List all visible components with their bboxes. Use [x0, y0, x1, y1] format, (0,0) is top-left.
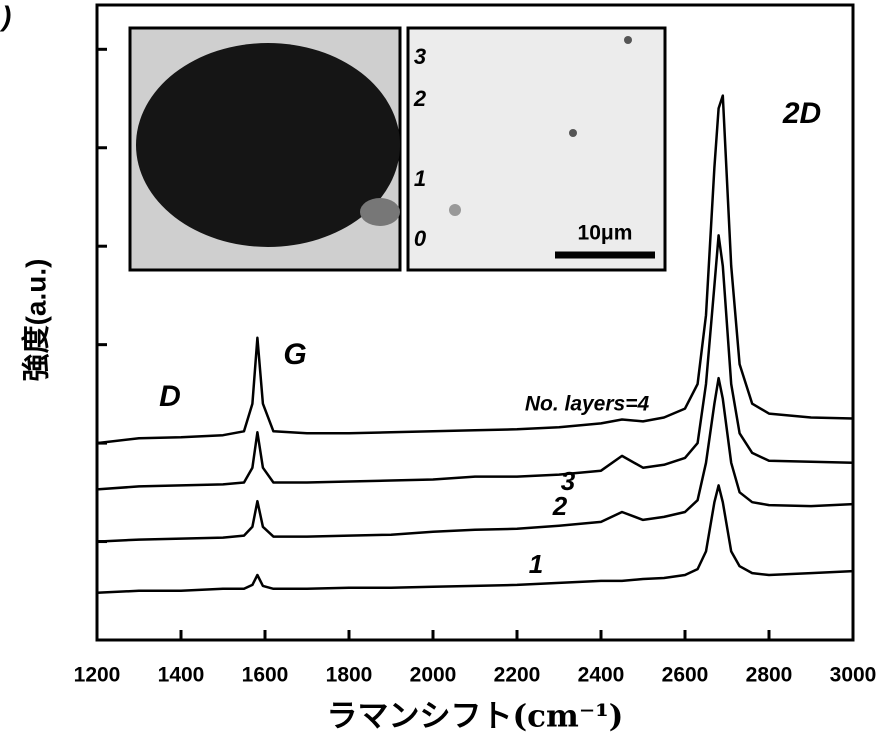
spectrum-line — [96, 94, 854, 445]
inset-label: 0 — [414, 226, 427, 251]
annotation: 2D — [782, 97, 821, 130]
inset-label: 2 — [413, 86, 427, 111]
x-tick-label: 3000 — [830, 664, 877, 687]
inset-label: 1 — [414, 166, 426, 191]
inset-photo — [128, 26, 402, 272]
scale-bar-label: 10μm — [578, 222, 633, 245]
x-tick-label: 2600 — [662, 664, 709, 687]
x-tick-label: 1400 — [158, 664, 205, 687]
annotation: G — [283, 338, 306, 371]
inset-label: 3 — [414, 44, 426, 69]
annotation: 1 — [529, 549, 543, 579]
y-axis-label: 強度(a.u.) — [20, 259, 51, 382]
inset-map — [406, 26, 667, 272]
x-tick-label: 1600 — [242, 664, 289, 687]
annotation: D — [159, 380, 181, 413]
spectrum-line — [96, 376, 854, 543]
x-tick-label: 2800 — [746, 664, 793, 687]
x-axis-label: ラマンシフト(cm⁻¹) — [327, 699, 624, 735]
spectrum-line — [96, 484, 854, 594]
x-tick-label: 2400 — [578, 664, 625, 687]
x-tick-label: 1200 — [74, 664, 121, 687]
panel-label: ) — [0, 0, 11, 31]
annotation: No. layers=4 — [525, 393, 650, 416]
x-tick-label: 2000 — [410, 664, 457, 687]
plot-frame — [95, 3, 855, 642]
x-tick-label: 2200 — [494, 664, 541, 687]
spectrum-line — [96, 234, 854, 491]
x-tick-label: 1800 — [326, 664, 373, 687]
annotation: 2 — [552, 491, 568, 521]
